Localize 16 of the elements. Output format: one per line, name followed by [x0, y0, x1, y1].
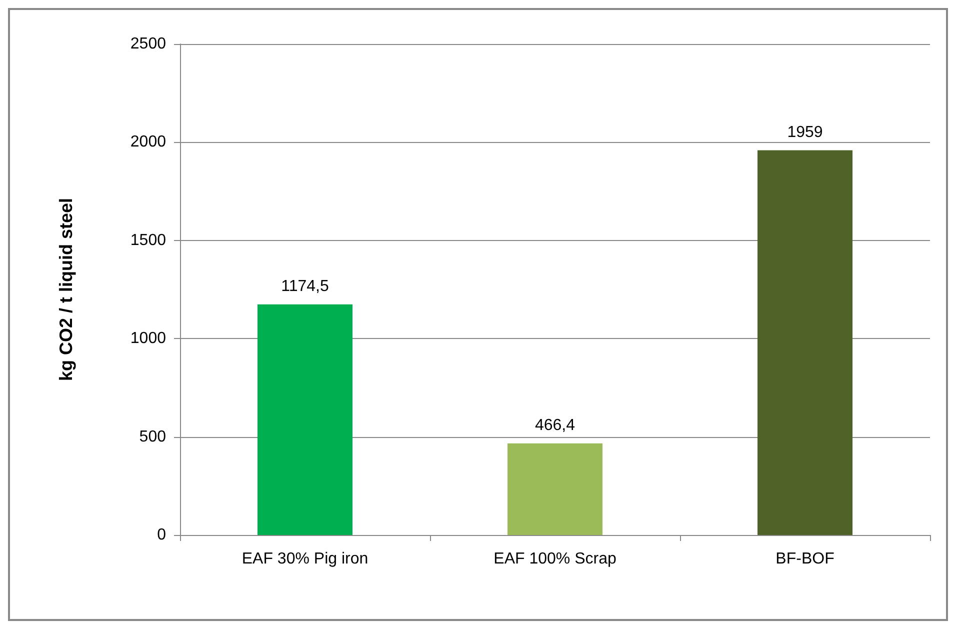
y-tick-label: 1000 [130, 330, 166, 348]
data-label: 1174,5 [281, 278, 329, 295]
data-label: 1959 [787, 124, 823, 141]
bar [758, 150, 852, 535]
x-tick-label: BF-BOF [776, 550, 835, 568]
y-tick-label: 2000 [130, 134, 166, 151]
y-tick-label: 500 [139, 428, 166, 446]
data-label: 466,4 [534, 416, 576, 434]
x-tick-label: EAF 100% Scrap [494, 550, 616, 568]
y-axis-title: kg CO2 / t liquid steel [56, 198, 76, 382]
y-tick-label: 2500 [130, 36, 166, 52]
y-tick-label: 0 [157, 526, 166, 544]
bar [258, 304, 352, 535]
bar [508, 443, 602, 535]
x-tick-label: EAF 30% Pig iron [242, 550, 368, 568]
y-tick-label: 1500 [130, 232, 166, 249]
